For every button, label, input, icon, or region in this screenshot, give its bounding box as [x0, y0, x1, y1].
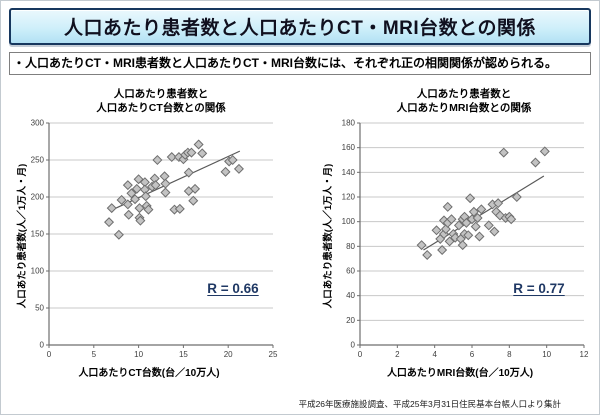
mri-x-axis-label: 人口あたりMRI台数(台／10万人)	[386, 368, 534, 379]
svg-text:140: 140	[342, 168, 356, 177]
svg-text:160: 160	[342, 143, 356, 152]
svg-text:10: 10	[134, 350, 143, 359]
mri-chart-title: 人口あたり患者数と 人口あたりMRI台数との関係	[347, 88, 581, 115]
svg-text:40: 40	[346, 291, 355, 300]
svg-text:0: 0	[358, 350, 363, 359]
svg-text:250: 250	[31, 156, 45, 165]
svg-text:8: 8	[507, 350, 512, 359]
svg-text:20: 20	[346, 316, 355, 325]
svg-text:2: 2	[395, 350, 400, 359]
svg-text:80: 80	[346, 242, 355, 251]
ct-chart-title-line2: 人口あたりCT台数との関係	[96, 101, 226, 114]
svg-text:180: 180	[342, 119, 356, 128]
summary-box: ・人口あたりCT・MRI患者数と人口あたりCT・MRI台数には、それぞれ正の相関…	[9, 52, 591, 75]
svg-text:12: 12	[580, 350, 589, 359]
svg-text:25: 25	[269, 350, 278, 359]
ct-x-axis-label: 人口あたりCT台数(台／10万人)	[78, 368, 220, 379]
svg-text:20: 20	[224, 350, 233, 359]
svg-text:10: 10	[542, 350, 551, 359]
svg-text:0: 0	[47, 350, 52, 359]
svg-text:50: 50	[35, 304, 44, 313]
mri-scatter-plot: 0 20 40 60 80 100 120 140 160 180 0 2 4 6 8 10 12	[342, 119, 589, 360]
svg-text:15: 15	[179, 350, 188, 359]
ct-chart-title-line1: 人口あたり患者数と	[113, 88, 209, 100]
svg-text:0: 0	[351, 341, 356, 350]
ct-correlation-label: R = 0.66	[207, 281, 259, 296]
svg-text:120: 120	[342, 193, 356, 202]
ct-scatter-chart: 人口あたり患者数と 人口あたりCT台数との関係 人口あたり患者数(人／1万人・月…	[1, 85, 301, 385]
mri-scatter-chart: 人口あたり患者数と 人口あたりMRI台数との関係 人口あたり患者数(人／1万人・…	[307, 85, 599, 385]
mri-chart-title-line2: 人口あたりMRI台数との関係	[396, 101, 532, 114]
page-title: 人口あたり患者数と人口あたりCT・MRI台数との関係	[9, 8, 591, 45]
svg-text:300: 300	[31, 119, 45, 128]
ct-chart-title: 人口あたり患者数と 人口あたりCT台数との関係	[41, 88, 281, 115]
mri-chart-title-line1: 人口あたり患者数と	[416, 88, 512, 100]
svg-text:6: 6	[470, 350, 475, 359]
svg-text:4: 4	[432, 350, 437, 359]
svg-text:60: 60	[346, 267, 355, 276]
svg-text:150: 150	[31, 230, 45, 239]
svg-text:100: 100	[31, 267, 45, 276]
mri-correlation-label: R = 0.77	[513, 281, 565, 296]
ct-scatter-plot: 0 50 100 150 200 250 300 0 5 10 15 20 25	[31, 119, 278, 360]
svg-text:0: 0	[40, 341, 45, 350]
source-note: 平成26年医療施設調査、平成25年3月31日住民基本台帳人口より集計	[298, 399, 561, 409]
svg-text:100: 100	[342, 217, 356, 226]
svg-text:5: 5	[92, 350, 97, 359]
svg-text:200: 200	[31, 193, 45, 202]
